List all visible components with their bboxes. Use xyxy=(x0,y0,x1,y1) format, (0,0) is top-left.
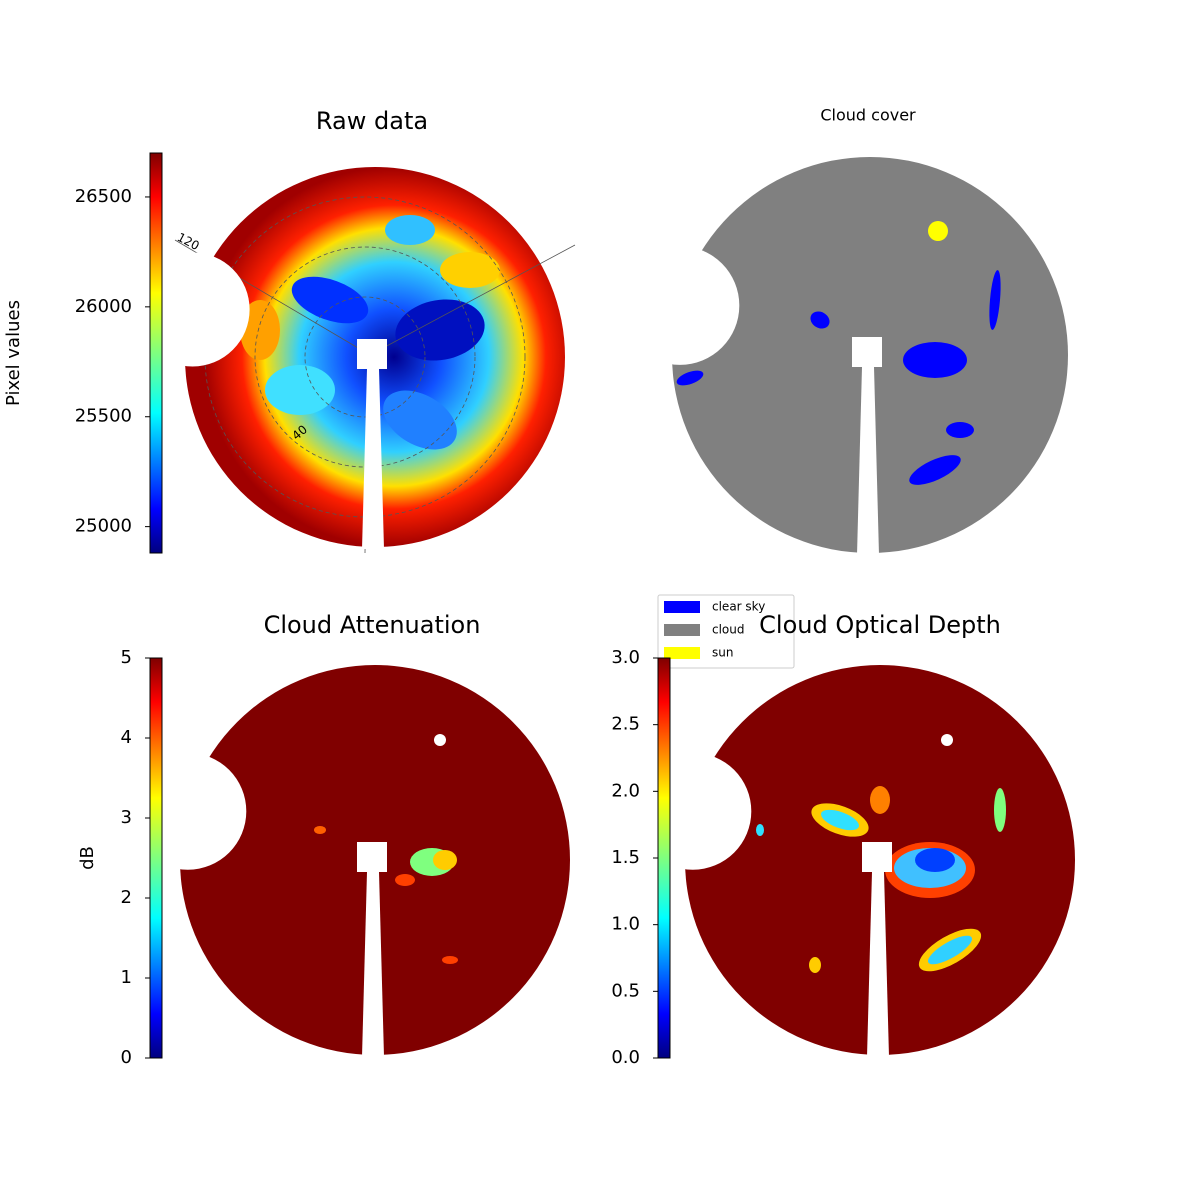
colorbar-tick-label: 2.5 xyxy=(611,714,640,735)
sky-image xyxy=(135,167,576,554)
legend: clear sky cloud sun xyxy=(657,594,795,669)
colorbar-tick-label: 3.0 xyxy=(611,647,640,668)
region xyxy=(870,786,890,814)
colorbar-tick-label: 0 xyxy=(121,1047,132,1068)
colorbar xyxy=(149,152,163,554)
colorbar-tick-label: 26000 xyxy=(75,296,132,317)
region xyxy=(946,422,974,438)
polar-grid xyxy=(254,246,476,468)
legend-label: cloud xyxy=(712,623,745,637)
colorbar-tick-label: 1.5 xyxy=(611,847,640,868)
sun xyxy=(928,221,948,241)
mask-cutout xyxy=(135,252,250,367)
region xyxy=(383,390,457,450)
region xyxy=(915,848,955,872)
mask-arm xyxy=(862,842,892,872)
mask-arm xyxy=(357,842,387,872)
mask-arm xyxy=(852,337,882,367)
colorbar-tick-label: 1.0 xyxy=(611,914,640,935)
region xyxy=(903,342,967,378)
polar-grid xyxy=(204,196,526,518)
region xyxy=(442,956,458,964)
colorbar-tick-label: 4 xyxy=(121,727,132,748)
colorbar-tick-label: 25000 xyxy=(75,516,132,537)
region xyxy=(314,826,326,834)
region xyxy=(909,455,961,485)
region xyxy=(433,850,457,870)
mask-arm xyxy=(362,369,384,549)
legend-swatch xyxy=(664,601,700,613)
panel-title: Cloud Optical Depth xyxy=(759,611,1001,639)
region xyxy=(265,365,335,415)
colorbar-tick-label: 2.0 xyxy=(611,780,640,801)
region xyxy=(395,299,485,361)
sun-mask xyxy=(434,734,446,746)
sky-image xyxy=(620,157,1068,555)
panel-title: Cloud Attenuation xyxy=(264,611,481,639)
legend-swatch xyxy=(664,647,700,659)
colorbar xyxy=(149,657,163,1059)
colorbar-tick-label: 5 xyxy=(121,647,132,668)
colorbar-tick-label: 2 xyxy=(121,887,132,908)
region xyxy=(809,957,821,973)
legend-swatch xyxy=(664,624,700,636)
polar-axis xyxy=(369,244,576,356)
region xyxy=(927,935,973,965)
region xyxy=(440,252,500,288)
region xyxy=(756,824,764,836)
polar-grid xyxy=(304,296,426,418)
colorbar-tick-label: 0.5 xyxy=(611,980,640,1001)
mask-cutout xyxy=(634,752,752,870)
panel-title: Raw data xyxy=(316,107,428,135)
region xyxy=(676,370,704,386)
legend-label: sun xyxy=(712,646,733,660)
mask-cutout xyxy=(129,752,247,870)
colorbar-tick-label: 25500 xyxy=(75,406,132,427)
colorbar-tick-label: 3 xyxy=(121,807,132,828)
colorbar-tick-label: 26500 xyxy=(75,186,132,207)
mask-arm xyxy=(857,367,879,555)
colorbar-label: dB xyxy=(77,846,98,870)
colorbar-tick-label: 1 xyxy=(121,967,132,988)
region xyxy=(395,874,415,886)
sun-mask xyxy=(941,734,953,746)
mask-arm xyxy=(357,339,387,369)
region xyxy=(994,788,1006,832)
region xyxy=(810,311,830,329)
colorbar xyxy=(657,657,671,1059)
polar-label: 120 xyxy=(175,230,202,253)
region xyxy=(240,300,280,360)
mask-arm xyxy=(867,872,889,1057)
region xyxy=(989,270,1001,330)
panel-title: Cloud cover xyxy=(820,106,916,125)
legend-label: clear sky xyxy=(712,600,765,614)
colorbar-tick-label: 0.0 xyxy=(611,1047,640,1068)
region xyxy=(385,215,435,245)
sky-image xyxy=(634,665,1075,1057)
mask-cutout xyxy=(620,246,740,365)
region xyxy=(291,276,369,324)
colorbar-label: Pixel values xyxy=(3,300,24,406)
sky-image xyxy=(129,665,570,1057)
mask-arm xyxy=(362,872,384,1057)
region xyxy=(821,809,859,831)
